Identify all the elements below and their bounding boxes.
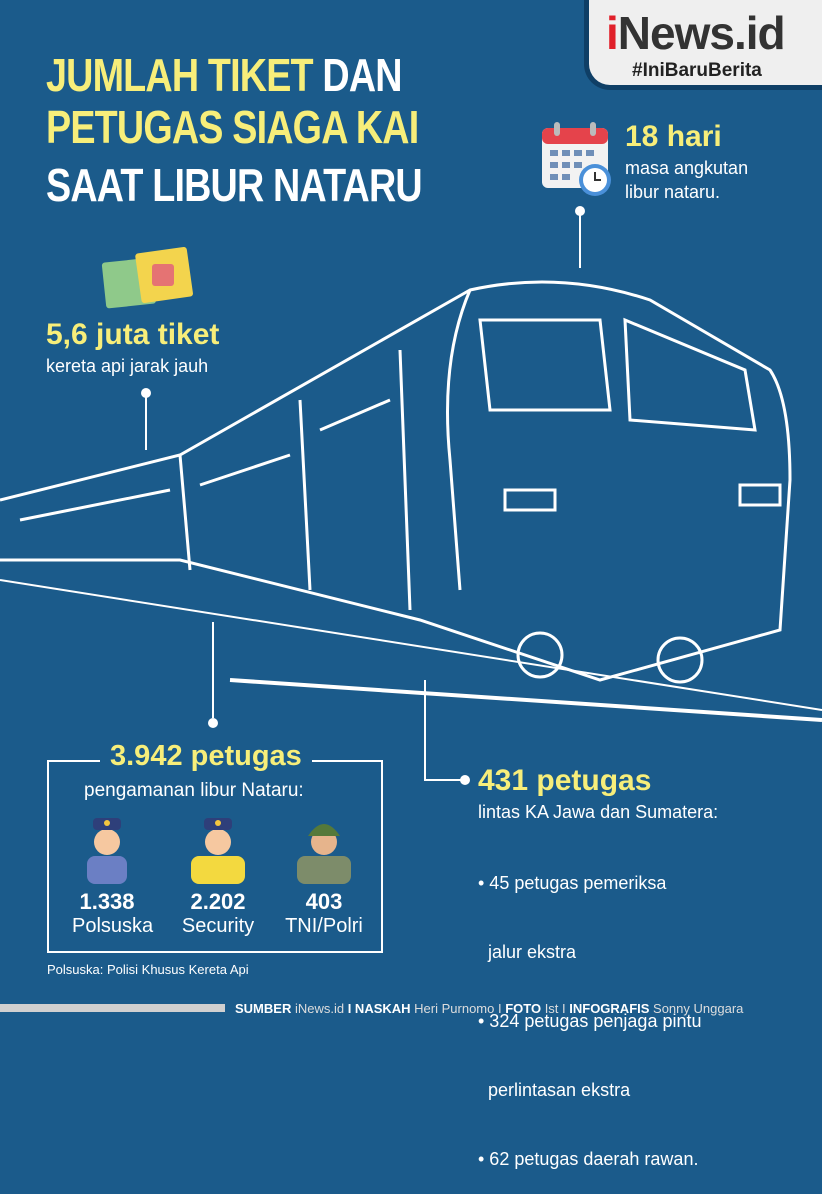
title-line-1: JUMLAH TIKET DAN	[46, 49, 403, 101]
tickets-desc: kereta api jarak jauh	[46, 356, 209, 376]
connector-line	[424, 680, 426, 780]
connector-line	[579, 214, 581, 268]
lintas-value: 431 petugas	[478, 764, 652, 797]
inews-logo: iNews.id	[606, 7, 786, 59]
list-item: • 45 petugas pemeriksa	[478, 873, 667, 893]
connector-dot	[141, 388, 151, 398]
tni-polri-group: 403 TNI/Polri	[282, 812, 366, 938]
connector-dot	[208, 718, 218, 728]
train-illustration	[0, 280, 822, 722]
connector-line	[145, 396, 147, 450]
list-item: • 62 petugas daerah rawan.	[478, 1149, 699, 1169]
security-value: 3.942 petugas	[100, 740, 312, 773]
train-tickets-icon	[101, 247, 193, 309]
calendar-clock-icon	[542, 122, 611, 196]
soldier-icon	[297, 824, 351, 884]
list-item: • 324 petugas penjaga pintu	[478, 1011, 702, 1031]
security-label: Security	[181, 915, 255, 937]
connector-dot	[460, 775, 470, 785]
tni-polri-label: TNI/Polri	[285, 915, 363, 937]
days-desc-2: libur nataru.	[625, 182, 721, 202]
list-item: jalur ekstra	[478, 942, 577, 962]
tickets-value: 5,6 juta tiket	[46, 318, 220, 351]
connector-dot	[575, 206, 585, 216]
security-desc: pengamanan libur Nataru:	[84, 780, 304, 801]
title-line-3: SAAT LIBUR NATARU	[46, 159, 423, 211]
list-item: perlintasan ekstra	[478, 1080, 631, 1100]
polsuska-count: 1.338	[79, 889, 135, 914]
connector-line	[424, 779, 462, 781]
tagline: #IniBaruBerita	[632, 60, 762, 81]
logo-panel	[584, 0, 822, 90]
connector-line	[212, 622, 214, 718]
security-group: 2.202 Security	[178, 812, 258, 938]
polsuska-group: 1.338 Polsuska	[72, 812, 154, 938]
tni-polri-count: 403	[305, 889, 343, 914]
police-officer-icon	[87, 818, 127, 884]
footer-bar	[0, 1004, 225, 1012]
days-value: 18 hari	[625, 120, 722, 153]
title-line-2: PETUGAS SIAGA KAI	[46, 101, 419, 153]
security-guard-icon	[191, 818, 245, 884]
polsuska-note: Polsuska: Polisi Khusus Kereta Api	[47, 962, 249, 977]
lintas-desc: lintas KA Jawa dan Sumatera:	[478, 802, 719, 822]
security-count: 2.202	[190, 889, 246, 914]
credits: SUMBER iNews.id I NASKAH Heri Purnomo I …	[235, 1001, 744, 1016]
days-desc-1: masa angkutan	[625, 158, 749, 178]
polsuska-label: Polsuska	[72, 915, 154, 937]
